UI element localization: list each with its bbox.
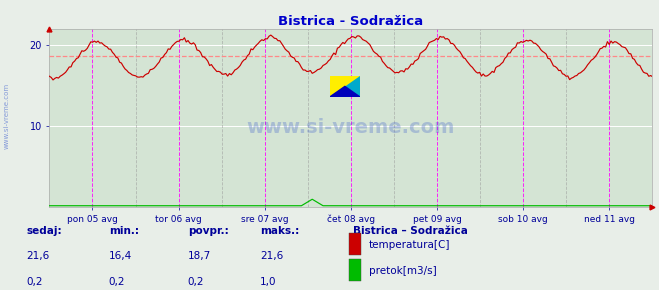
- Text: 0,2: 0,2: [26, 278, 43, 287]
- Text: 0,2: 0,2: [109, 278, 125, 287]
- Text: povpr.:: povpr.:: [188, 226, 229, 236]
- Title: Bistrica - Sodražica: Bistrica - Sodražica: [278, 15, 424, 28]
- Text: 21,6: 21,6: [26, 251, 49, 261]
- Polygon shape: [330, 76, 360, 97]
- Text: 0,2: 0,2: [188, 278, 204, 287]
- Text: 16,4: 16,4: [109, 251, 132, 261]
- Text: maks.:: maks.:: [260, 226, 300, 236]
- Text: Bistrica – Sodražica: Bistrica – Sodražica: [353, 226, 467, 236]
- Text: pretok[m3/s]: pretok[m3/s]: [369, 266, 437, 276]
- Bar: [349, 260, 361, 281]
- Text: www.si-vreme.com: www.si-vreme.com: [3, 83, 10, 149]
- Polygon shape: [330, 76, 360, 97]
- Text: sedaj:: sedaj:: [26, 226, 62, 236]
- Text: 18,7: 18,7: [188, 251, 211, 261]
- Text: min.:: min.:: [109, 226, 139, 236]
- Text: 1,0: 1,0: [260, 278, 277, 287]
- Text: www.si-vreme.com: www.si-vreme.com: [246, 117, 455, 137]
- Bar: [349, 233, 361, 255]
- Text: 21,6: 21,6: [260, 251, 283, 261]
- Text: temperatura[C]: temperatura[C]: [369, 240, 451, 250]
- Polygon shape: [330, 86, 360, 97]
